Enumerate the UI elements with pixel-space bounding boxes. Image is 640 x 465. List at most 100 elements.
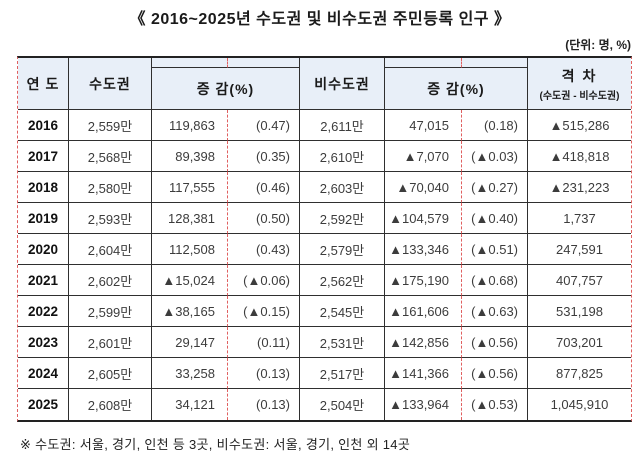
cell-noncapital-change-pct: (▲0.53) <box>462 389 528 420</box>
table-row: 2018 2,580만 117,555 (0.46) 2,603만 ▲70,04… <box>18 172 631 203</box>
cell-capital-change: 29,147 <box>152 327 228 358</box>
table-body: 2016 2,559만 119,863 (0.47) 2,611만 47,015… <box>18 110 631 420</box>
cell-noncapital-change-pct: (▲0.27) <box>462 172 528 203</box>
header-noncapital: 비수도권 <box>300 58 385 110</box>
cell-gap: 247,591 <box>528 234 631 265</box>
cell-gap: ▲418,818 <box>528 141 631 172</box>
cell-noncapital-change-pct: (▲0.51) <box>462 234 528 265</box>
cell-noncapital-change: ▲70,040 <box>385 172 462 203</box>
cell-capital-population: 2,604만 <box>69 234 152 265</box>
header-year: 연 도 <box>18 58 69 110</box>
cell-noncapital-change: ▲7,070 <box>385 141 462 172</box>
cell-capital-change: 128,381 <box>152 203 228 234</box>
unit-label: (단위: 명, %) <box>565 38 631 52</box>
cell-noncapital-population: 2,504만 <box>300 389 385 420</box>
cell-noncapital-change-pct: (▲0.56) <box>462 358 528 389</box>
cell-noncapital-population: 2,592만 <box>300 203 385 234</box>
cell-gap: 877,825 <box>528 358 631 389</box>
cell-capital-change: ▲15,024 <box>152 265 228 296</box>
table-row: 2025 2,608만 34,121 (0.13) 2,504만 ▲133,96… <box>18 389 631 420</box>
cell-noncapital-change-pct: (▲0.40) <box>462 203 528 234</box>
cell-capital-change-pct: (0.11) <box>228 327 300 358</box>
cell-year: 2024 <box>18 358 69 389</box>
cell-capital-population: 2,593만 <box>69 203 152 234</box>
header-capital: 수도권 <box>69 58 152 110</box>
cell-capital-population: 2,601만 <box>69 327 152 358</box>
cell-capital-change-pct: (0.50) <box>228 203 300 234</box>
header-noncapital-change: 증 감(%) <box>385 68 528 110</box>
population-table: 연 도 수도권 비수도권 격 차 (수도권 - 비수도권) 증 감(%) 증 감… <box>17 56 632 422</box>
cell-capital-change-pct: (▲0.15) <box>228 296 300 327</box>
cell-capital-change-pct: (0.13) <box>228 389 300 420</box>
cell-noncapital-population: 2,579만 <box>300 234 385 265</box>
cell-gap: 407,757 <box>528 265 631 296</box>
cell-noncapital-population: 2,603만 <box>300 172 385 203</box>
cell-year: 2022 <box>18 296 69 327</box>
header-spacer-capital-left <box>152 58 228 68</box>
cell-noncapital-change-pct: (▲0.56) <box>462 327 528 358</box>
page-title: 《 2016~2025년 수도권 및 비수도권 주민등록 인구 》 <box>129 11 511 28</box>
table-row: 2016 2,559만 119,863 (0.47) 2,611만 47,015… <box>18 110 631 141</box>
cell-noncapital-change: 47,015 <box>385 110 462 141</box>
cell-noncapital-change-pct: (▲0.63) <box>462 296 528 327</box>
cell-capital-change-pct: (0.43) <box>228 234 300 265</box>
cell-year: 2021 <box>18 265 69 296</box>
cell-capital-change-pct: (0.13) <box>228 358 300 389</box>
cell-capital-population: 2,608만 <box>69 389 152 420</box>
header-gap: 격 차 (수도권 - 비수도권) <box>528 58 631 110</box>
cell-capital-population: 2,559만 <box>69 110 152 141</box>
header-gap-title: 격 차 <box>561 67 598 84</box>
cell-year: 2017 <box>18 141 69 172</box>
cell-capital-change: ▲38,165 <box>152 296 228 327</box>
table-row: 2020 2,604만 112,508 (0.43) 2,579만 ▲133,3… <box>18 234 631 265</box>
cell-gap: 1,737 <box>528 203 631 234</box>
table-row: 2022 2,599만 ▲38,165 (▲0.15) 2,545만 ▲161,… <box>18 296 631 327</box>
footnote: ※ 수도권: 서울, 경기, 인천 등 3곳, 비수도권: 서울, 경기, 인천… <box>20 437 411 452</box>
cell-capital-change: 117,555 <box>152 172 228 203</box>
cell-capital-population: 2,605만 <box>69 358 152 389</box>
cell-year: 2016 <box>18 110 69 141</box>
cell-noncapital-change: ▲104,579 <box>385 203 462 234</box>
cell-noncapital-change: ▲133,964 <box>385 389 462 420</box>
cell-gap: ▲231,223 <box>528 172 631 203</box>
cell-noncapital-change: ▲161,606 <box>385 296 462 327</box>
cell-year: 2018 <box>18 172 69 203</box>
cell-capital-change: 33,258 <box>152 358 228 389</box>
cell-year: 2020 <box>18 234 69 265</box>
table-row: 2019 2,593만 128,381 (0.50) 2,592만 ▲104,5… <box>18 203 631 234</box>
cell-capital-change: 89,398 <box>152 141 228 172</box>
cell-year: 2019 <box>18 203 69 234</box>
header-spacer-noncapital-right <box>462 58 528 68</box>
cell-gap: 703,201 <box>528 327 631 358</box>
cell-noncapital-population: 2,562만 <box>300 265 385 296</box>
cell-gap: 1,045,910 <box>528 389 631 420</box>
cell-capital-population: 2,602만 <box>69 265 152 296</box>
cell-capital-population: 2,599만 <box>69 296 152 327</box>
cell-noncapital-population: 2,610만 <box>300 141 385 172</box>
cell-year: 2025 <box>18 389 69 420</box>
cell-noncapital-population: 2,517만 <box>300 358 385 389</box>
header-spacer-capital-right <box>228 58 300 68</box>
cell-capital-change-pct: (▲0.06) <box>228 265 300 296</box>
cell-noncapital-population: 2,611만 <box>300 110 385 141</box>
cell-noncapital-change-pct: (▲0.03) <box>462 141 528 172</box>
cell-capital-change: 112,508 <box>152 234 228 265</box>
cell-capital-change-pct: (0.35) <box>228 141 300 172</box>
cell-noncapital-change: ▲141,366 <box>385 358 462 389</box>
cell-gap: 531,198 <box>528 296 631 327</box>
table-row: 2021 2,602만 ▲15,024 (▲0.06) 2,562만 ▲175,… <box>18 265 631 296</box>
cell-capital-change-pct: (0.46) <box>228 172 300 203</box>
cell-capital-population: 2,580만 <box>69 172 152 203</box>
cell-noncapital-change: ▲133,346 <box>385 234 462 265</box>
cell-noncapital-change: ▲142,856 <box>385 327 462 358</box>
cell-noncapital-population: 2,545만 <box>300 296 385 327</box>
table-row: 2023 2,601만 29,147 (0.11) 2,531만 ▲142,85… <box>18 327 631 358</box>
cell-year: 2023 <box>18 327 69 358</box>
cell-capital-population: 2,568만 <box>69 141 152 172</box>
cell-gap: ▲515,286 <box>528 110 631 141</box>
header-spacer-noncapital-left <box>385 58 462 68</box>
header-capital-change: 증 감(%) <box>152 68 300 110</box>
cell-noncapital-population: 2,531만 <box>300 327 385 358</box>
cell-capital-change-pct: (0.47) <box>228 110 300 141</box>
